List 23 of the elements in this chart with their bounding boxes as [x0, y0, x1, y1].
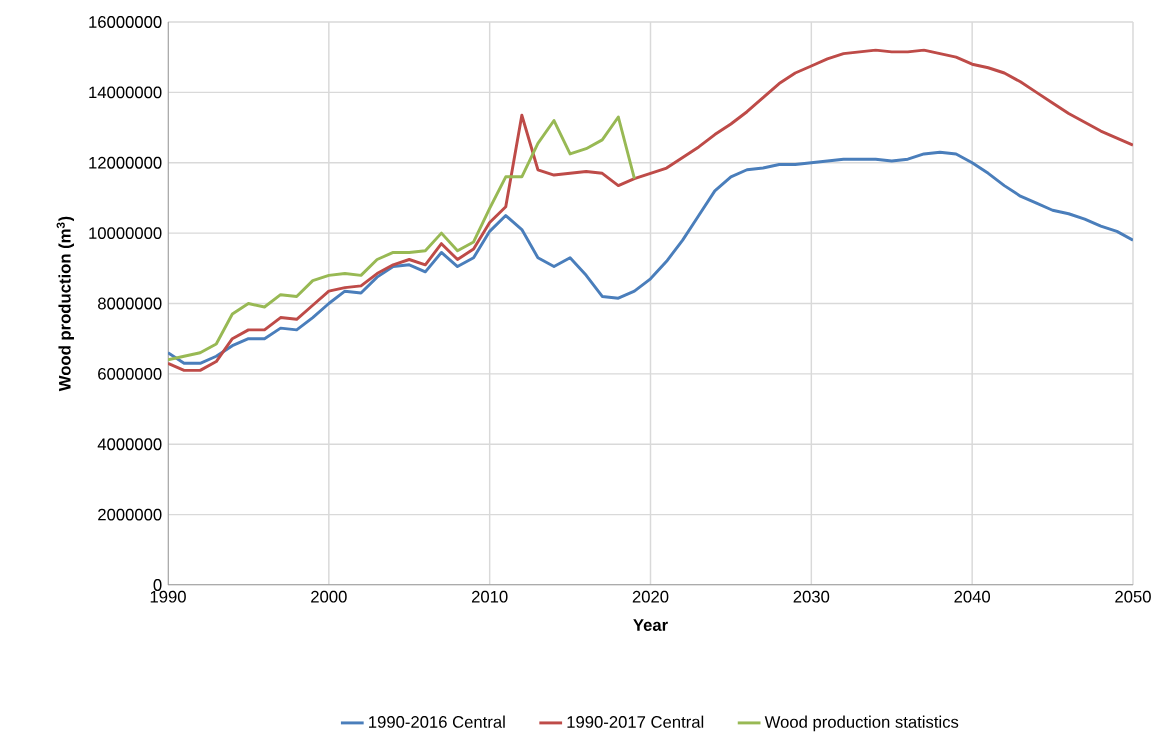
x-tick-label: 2020	[632, 590, 669, 603]
legend-label: 1990-2016 Central	[369, 715, 505, 728]
y-tick-label: 6000000	[98, 367, 162, 380]
y-tick-label: 14000000	[89, 86, 162, 99]
x-tick-label: 2040	[954, 590, 991, 603]
x-tick-label: 2050	[1115, 590, 1151, 603]
y-tick-label: 10000000	[89, 227, 162, 240]
y-tick-label: 0	[153, 579, 162, 591]
legend-label: Wood production statistics	[764, 715, 959, 732]
x-tick-label: 2030	[793, 590, 830, 603]
legend-label: 1990-2017 Central	[567, 715, 704, 728]
x-tick-label: 2000	[311, 590, 347, 603]
y-tick-label: 16000000	[89, 16, 162, 28]
y-axis-title: Wood production (m$^{3}$)	[56, 216, 74, 392]
x-axis-title: Year	[633, 619, 668, 631]
line-series	[168, 115, 636, 362]
y-tick-label: 4000000	[97, 438, 162, 451]
y-tick-label: 8000000	[98, 297, 162, 310]
y-tick-label: 2000000	[98, 508, 162, 521]
line-series	[168, 48, 1133, 372]
x-tick-label: 2010	[471, 590, 508, 603]
y-tick-label: 12000000	[89, 156, 162, 169]
x-tick-label: 1990	[150, 590, 186, 603]
